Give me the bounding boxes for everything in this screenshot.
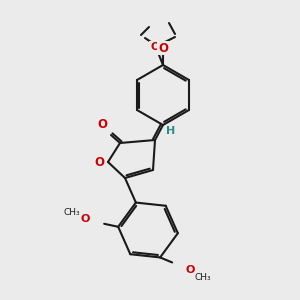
Text: H: H xyxy=(167,125,176,136)
Text: O: O xyxy=(150,42,160,52)
Text: CH₃: CH₃ xyxy=(64,208,80,217)
Text: CH₃: CH₃ xyxy=(195,273,212,282)
Text: O: O xyxy=(94,157,104,169)
Text: O: O xyxy=(185,266,195,275)
Text: O: O xyxy=(80,214,90,224)
Text: O: O xyxy=(158,41,168,55)
Text: O: O xyxy=(97,118,107,131)
